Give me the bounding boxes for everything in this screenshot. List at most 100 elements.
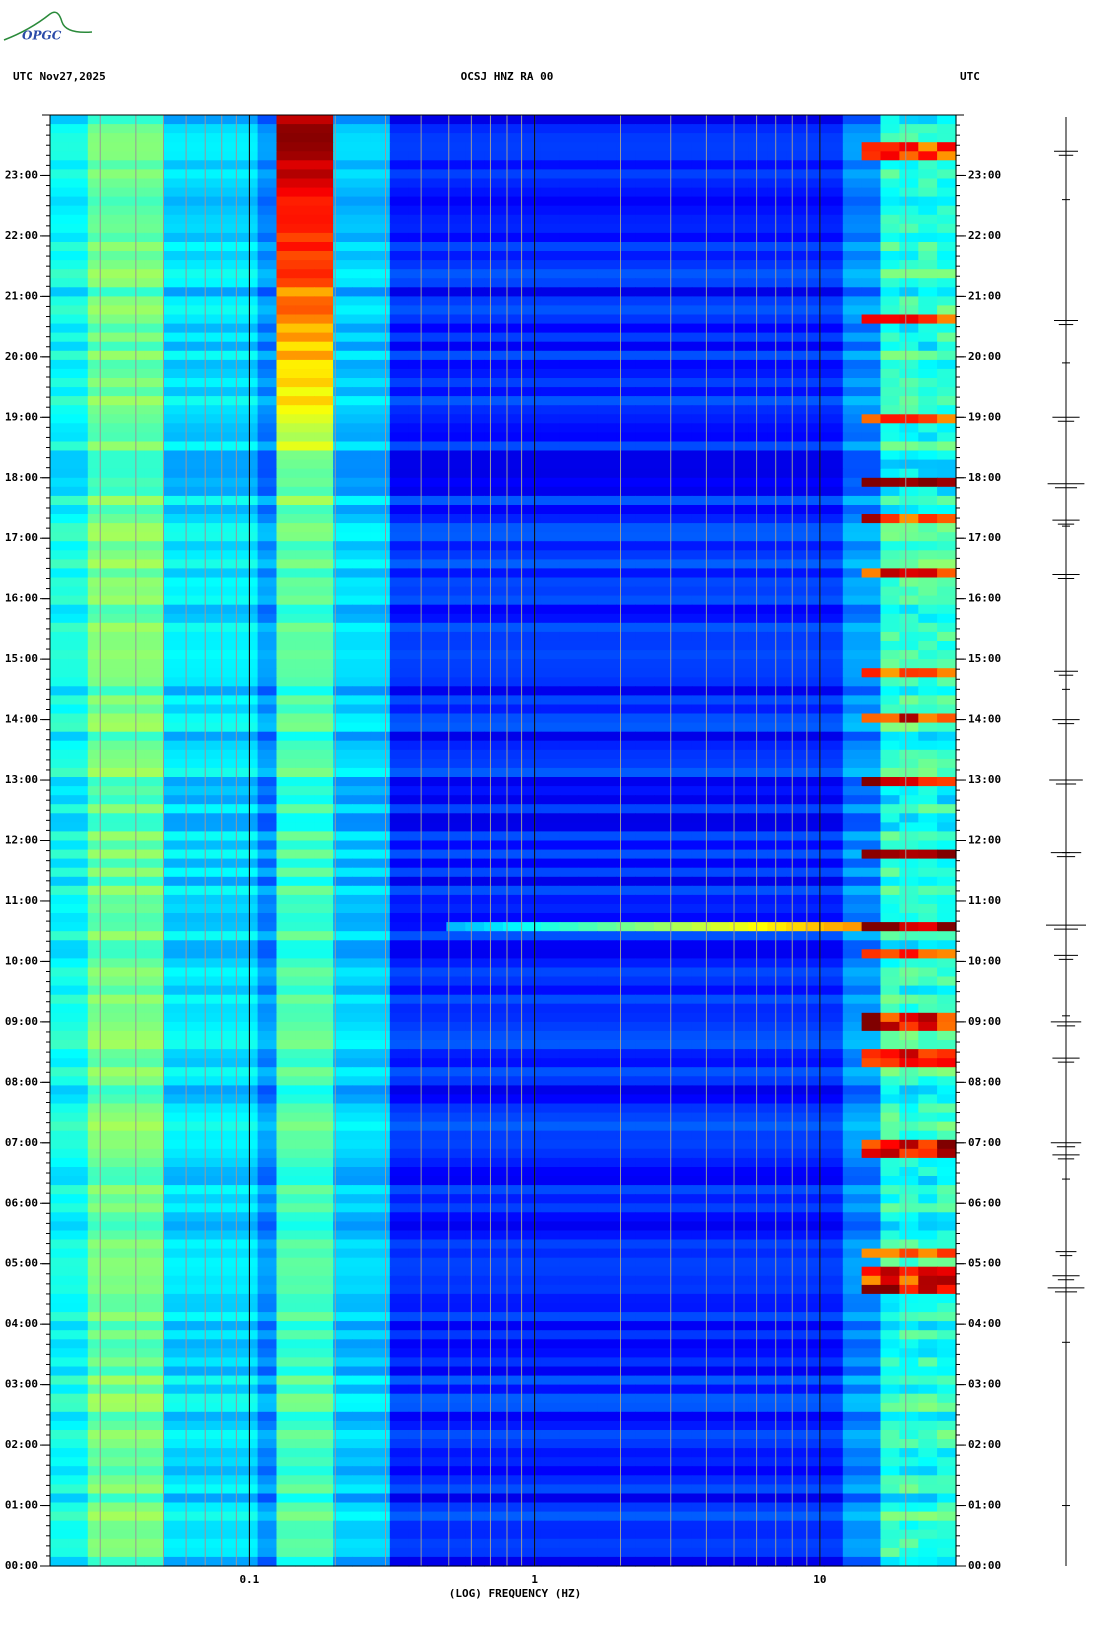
texture-cell xyxy=(144,731,164,742)
texture-cell xyxy=(219,813,240,823)
texture-cell xyxy=(597,405,617,415)
texture-cell xyxy=(144,722,164,733)
texture-cell xyxy=(654,613,674,624)
texture-cell xyxy=(182,441,202,452)
texture-cell xyxy=(767,287,787,297)
texture-cell xyxy=(710,278,731,288)
texture-cell xyxy=(370,251,391,261)
texture-cell xyxy=(427,287,447,297)
texture-cell xyxy=(125,251,145,261)
texture-cell xyxy=(805,1012,825,1023)
texture-cell xyxy=(616,541,636,551)
texture-cell xyxy=(370,559,391,570)
texture-cell xyxy=(578,650,598,660)
texture-cell xyxy=(805,1040,825,1050)
texture-cell xyxy=(805,559,825,570)
texture-cell xyxy=(861,931,882,941)
texture-cell xyxy=(465,849,485,860)
texture-cell xyxy=(484,804,504,814)
texture-cell xyxy=(597,1030,617,1041)
texture-cell xyxy=(219,396,240,406)
texture-cell xyxy=(370,913,391,923)
texture-cell xyxy=(691,323,712,334)
texture-cell xyxy=(861,160,882,170)
texture-cell xyxy=(805,323,825,334)
texture-cell xyxy=(144,214,164,225)
texture-cell xyxy=(370,305,391,316)
texture-cell xyxy=(559,641,580,651)
texture-cell xyxy=(201,659,221,669)
texture-cell xyxy=(786,541,806,551)
texture-cell xyxy=(276,287,296,297)
texture-cell xyxy=(465,323,485,334)
texture-cell xyxy=(333,786,353,796)
texture-cell xyxy=(748,332,768,343)
texture-cell xyxy=(446,722,466,733)
texture-cell xyxy=(125,387,145,397)
texture-cell xyxy=(68,731,89,742)
texture-cell xyxy=(899,704,919,715)
texture-cell xyxy=(68,804,89,814)
texture-cell xyxy=(219,967,240,978)
texture-cell xyxy=(50,976,70,987)
texture-cell xyxy=(805,223,825,234)
texture-cell xyxy=(729,187,749,198)
texture-cell xyxy=(144,468,164,479)
texture-cell xyxy=(201,332,221,343)
texture-cell xyxy=(503,514,523,524)
texture-cell xyxy=(578,223,598,234)
texture-cell xyxy=(918,695,938,706)
texture-cell xyxy=(899,423,919,433)
texture-cell xyxy=(616,940,636,950)
texture-cell xyxy=(540,758,561,769)
texture-cell xyxy=(559,622,580,633)
texture-cell xyxy=(503,115,523,125)
texture-cell xyxy=(805,350,825,361)
texture-cell xyxy=(672,278,693,288)
texture-cell xyxy=(748,1003,768,1014)
texture-cell xyxy=(578,1003,598,1014)
texture-cell xyxy=(503,904,523,914)
texture-cell xyxy=(257,713,278,724)
texture-cell xyxy=(635,232,655,243)
texture-cell xyxy=(276,967,296,978)
texture-cell xyxy=(937,813,957,823)
texture-cell xyxy=(257,323,278,334)
texture-cell xyxy=(238,758,259,769)
texture-cell xyxy=(68,550,89,560)
texture-cell xyxy=(219,677,240,687)
texture-cell xyxy=(729,650,749,660)
texture-cell xyxy=(87,387,108,397)
texture-cell xyxy=(446,740,466,751)
texture-cell xyxy=(805,822,825,833)
texture-cell xyxy=(276,486,296,497)
texture-cell xyxy=(427,622,447,633)
texture-cell xyxy=(654,604,674,615)
texture-cell xyxy=(276,378,296,388)
texture-cell xyxy=(408,251,429,261)
texture-cell xyxy=(465,559,485,570)
texture-cell xyxy=(389,695,410,706)
texture-cell xyxy=(918,813,938,823)
texture-cell xyxy=(276,505,296,515)
texture-cell xyxy=(654,740,674,751)
texture-cell xyxy=(786,178,806,189)
texture-cell xyxy=(918,169,938,180)
texture-cell xyxy=(672,931,693,941)
texture-cell xyxy=(521,631,542,642)
texture-cell xyxy=(767,840,787,851)
texture-cell xyxy=(503,595,523,606)
texture-cell xyxy=(408,332,429,343)
texture-cell xyxy=(68,940,89,950)
texture-cell xyxy=(446,858,466,869)
texture-cell xyxy=(427,913,447,923)
texture-cell xyxy=(352,523,372,533)
texture-cell xyxy=(823,432,844,443)
texture-cell xyxy=(87,722,108,733)
texture-cell xyxy=(219,659,240,669)
texture-cell xyxy=(823,296,844,307)
texture-cell xyxy=(314,223,334,234)
texture-cell xyxy=(578,749,598,760)
texture-cell xyxy=(672,450,693,461)
texture-cell xyxy=(484,786,504,796)
